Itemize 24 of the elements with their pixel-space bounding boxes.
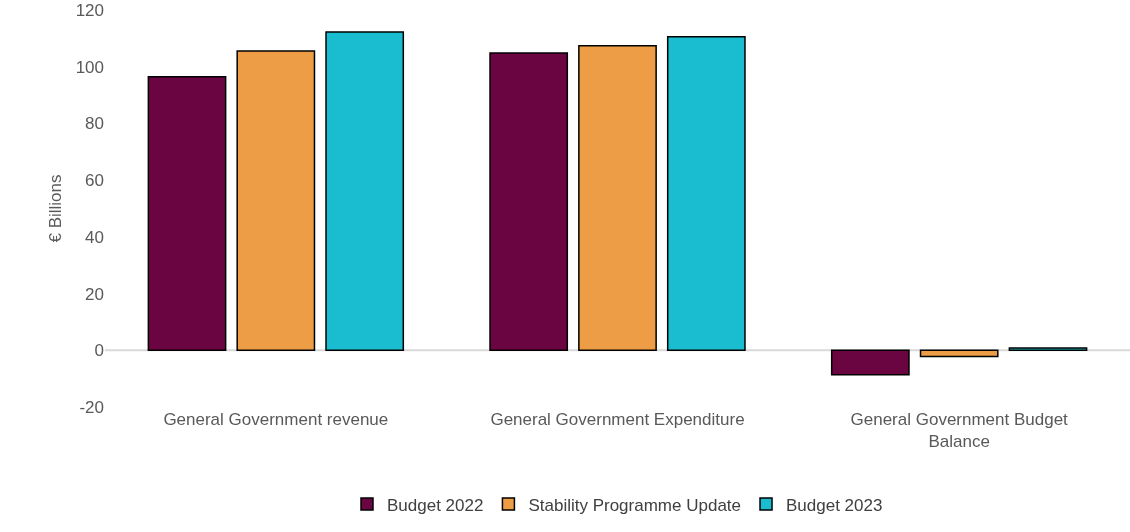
- y-tick-label: 80: [85, 114, 104, 134]
- x-tick-label: General Government Expenditure: [490, 410, 745, 429]
- legend-label: Stability Programme Update: [528, 495, 742, 515]
- y-tick-label: 0: [94, 341, 104, 361]
- bar: [919, 349, 999, 358]
- y-tick-label: 120: [75, 0, 104, 20]
- bar: [236, 50, 316, 352]
- x-tick-label: General Government revenue: [163, 410, 389, 429]
- y-tick-label: 40: [85, 227, 104, 247]
- y-tick-label: 60: [85, 171, 104, 191]
- x-tick-label: General Government Budget Balance: [850, 410, 1069, 452]
- legend-label: Budget 2023: [786, 495, 883, 515]
- bar: [325, 31, 405, 352]
- legend-label: Budget 2022: [387, 495, 484, 515]
- y-tick-label: -20: [79, 397, 104, 417]
- bar: [830, 349, 910, 376]
- y-tick-label: 100: [75, 57, 104, 77]
- bar: [666, 35, 746, 352]
- bar: [578, 44, 657, 352]
- y-tick-label: 20: [85, 284, 104, 304]
- y-axis-title: € Billions: [46, 174, 65, 243]
- bar: [1008, 347, 1088, 352]
- bar: [147, 75, 227, 352]
- bar: [489, 52, 569, 352]
